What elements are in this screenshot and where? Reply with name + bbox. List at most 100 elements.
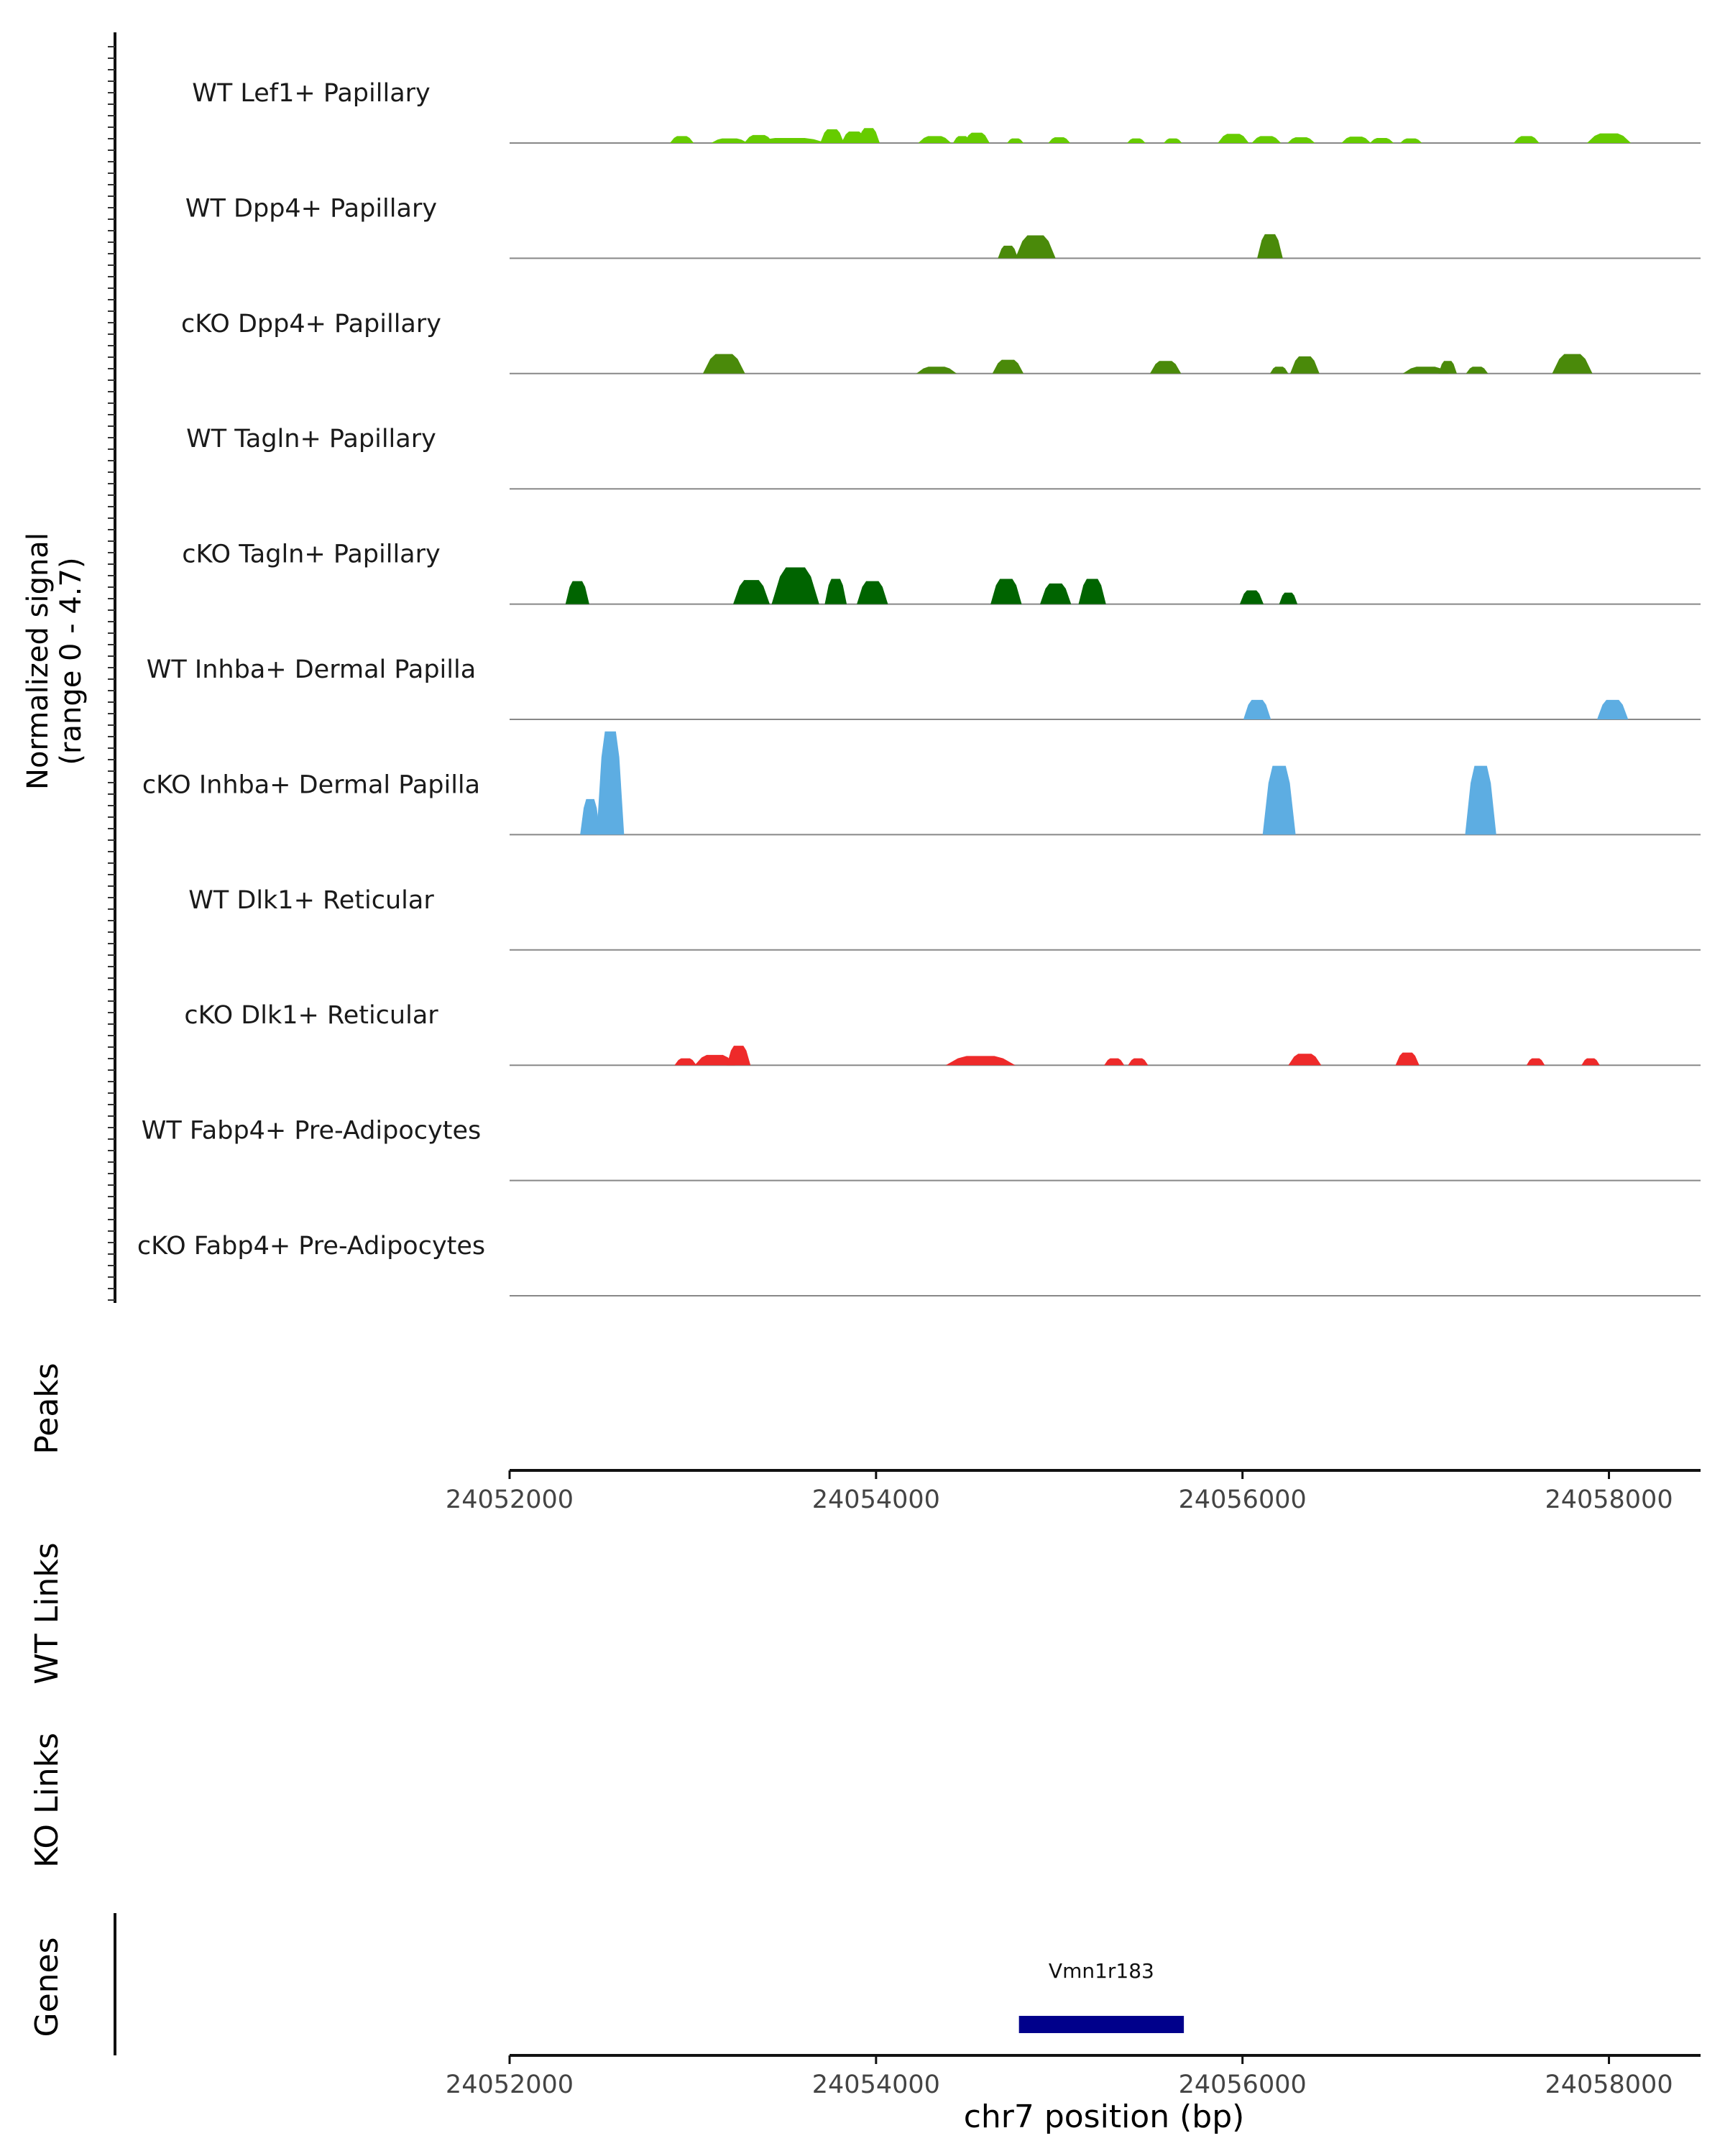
signal-peak [1007, 138, 1024, 143]
signal-peak [1251, 136, 1282, 143]
track-2: WT Dpp4+ Papillary [185, 194, 1701, 259]
signal-peak [702, 354, 745, 374]
signal-peak [1287, 137, 1315, 143]
track-label: WT Dlk1+ Reticular [188, 886, 434, 915]
signal-peak [1596, 699, 1629, 719]
gene-track: Vmn1r183 [1018, 1959, 1184, 2033]
signal-peak [1127, 138, 1146, 143]
signal-peak [565, 581, 589, 604]
signal-peak [1513, 136, 1540, 143]
signal-peak [1269, 367, 1289, 374]
signal-peak [727, 1046, 751, 1066]
signal-peak [992, 359, 1024, 374]
signal-peak [1438, 361, 1457, 374]
x-tick-label: 24054000 [812, 2070, 940, 2099]
track-6: WT Inhba+ Dermal Papilla [147, 655, 1701, 720]
signal-peak [674, 1058, 697, 1066]
signal-peak [694, 1054, 735, 1066]
signal-peak [1399, 138, 1422, 143]
track-5: cKO Tagln+ Papillary [182, 540, 1701, 605]
signal-peak [1395, 1052, 1420, 1066]
x-tick-label: 24058000 [1545, 1485, 1673, 1514]
signal-peak [1048, 137, 1071, 143]
gene-body [1018, 2016, 1184, 2033]
track-label: cKO Tagln+ Papillary [182, 540, 441, 569]
signal-peak [1164, 138, 1182, 143]
genes-panel-label: Genes [29, 1937, 65, 2037]
signal-peak [916, 367, 957, 374]
coverage-tracks: WT Lef1+ Papillary WT Dpp4+ Papillary cKO … [137, 79, 1701, 1296]
track-3: cKO Dpp4+ Papillary [181, 310, 1701, 374]
signal-peak [1128, 1058, 1149, 1066]
peaks-panel-label: Peaks [29, 1363, 65, 1454]
signal-peak [1341, 137, 1371, 143]
signal-peak [1581, 1058, 1600, 1066]
signal-peak [998, 245, 1018, 259]
signal-peak [1257, 234, 1283, 259]
signal-peak [1239, 590, 1264, 604]
track-label: cKO Inhba+ Dermal Papilla [142, 770, 480, 799]
x-axis-peaks-panel: 24052000 24054000 24056000 24058000 [446, 1469, 1701, 1514]
signal-peak [945, 1056, 1016, 1066]
track-4: WT Tagln+ Papillary [186, 425, 1701, 490]
signal-peak [670, 136, 694, 143]
signal-peak [1369, 137, 1394, 143]
signal-peak [824, 579, 847, 604]
x-tick-label: 24052000 [446, 1485, 574, 1514]
signal-peak [1552, 354, 1593, 374]
signal-peak [1402, 367, 1449, 374]
signal-peak [1466, 367, 1489, 374]
track-label: WT Tagln+ Papillary [186, 425, 436, 453]
signal-peak [711, 138, 748, 143]
signal-peak [990, 579, 1022, 604]
signal-peak [1262, 765, 1296, 835]
signal-peak [1149, 361, 1182, 374]
track-1: WT Lef1+ Papillary [192, 79, 1701, 144]
signal-peak [1104, 1058, 1125, 1066]
x-tick-label: 24054000 [812, 1485, 940, 1514]
signal-peak [1218, 134, 1249, 143]
track-label: cKO Dpp4+ Papillary [181, 310, 441, 338]
signal-peak [1243, 699, 1271, 719]
y-axis-label-line1: Normalized signal [22, 533, 55, 790]
signal-y-axis [108, 32, 116, 1303]
strand-arrow [1021, 2017, 1030, 2032]
signal-peak [964, 132, 990, 143]
track-8: WT Dlk1+ Reticular [188, 886, 1701, 951]
signal-peak [580, 798, 601, 835]
x-tick-label: 24056000 [1179, 1485, 1307, 1514]
track-9: cKO Dlk1+ Reticular [184, 1001, 1701, 1067]
signal-peak [733, 580, 770, 604]
ko-links-panel-label: KO Links [29, 1733, 65, 1868]
track-label: WT Fabp4+ Pre-Adipocytes [142, 1117, 481, 1146]
signal-peak [1040, 583, 1072, 604]
track-label: cKO Fabp4+ Pre-Adipocytes [137, 1232, 485, 1261]
signal-peak [857, 581, 888, 604]
signal-peak [1289, 356, 1320, 374]
track-label: WT Inhba+ Dermal Papilla [147, 655, 476, 684]
signal-peak [753, 137, 827, 143]
signal-peak [597, 731, 625, 835]
track-10: WT Fabp4+ Pre-Adipocytes [142, 1117, 1701, 1181]
signal-peak [1078, 579, 1106, 604]
signal-peak [820, 129, 845, 143]
wt-links-panel-label: WT Links [29, 1542, 65, 1684]
signal-peak [1279, 592, 1298, 604]
track-label: cKO Dlk1+ Reticular [184, 1001, 438, 1030]
signal-peak [1015, 235, 1056, 259]
x-axis-genes-panel: 24052000 24054000 24056000 24058000 [446, 2054, 1701, 2099]
track-label: WT Lef1+ Papillary [192, 79, 431, 108]
signal-peak [1586, 133, 1632, 143]
x-tick-label: 24058000 [1545, 2070, 1673, 2099]
x-tick-label: 24056000 [1179, 2070, 1307, 2099]
signal-peak [918, 136, 952, 143]
gene-label: Vmn1r183 [1049, 1959, 1154, 1983]
y-axis-label-line2: (range 0 - 4.7) [55, 557, 88, 765]
track-7: cKO Inhba+ Dermal Papilla [142, 731, 1701, 836]
track-11: cKO Fabp4+ Pre-Adipocytes [137, 1232, 1701, 1296]
x-tick-label: 24052000 [446, 2070, 574, 2099]
signal-peak [857, 128, 880, 143]
track-label: WT Dpp4+ Papillary [185, 194, 437, 223]
x-axis-label: chr7 position (bp) [964, 2099, 1245, 2135]
